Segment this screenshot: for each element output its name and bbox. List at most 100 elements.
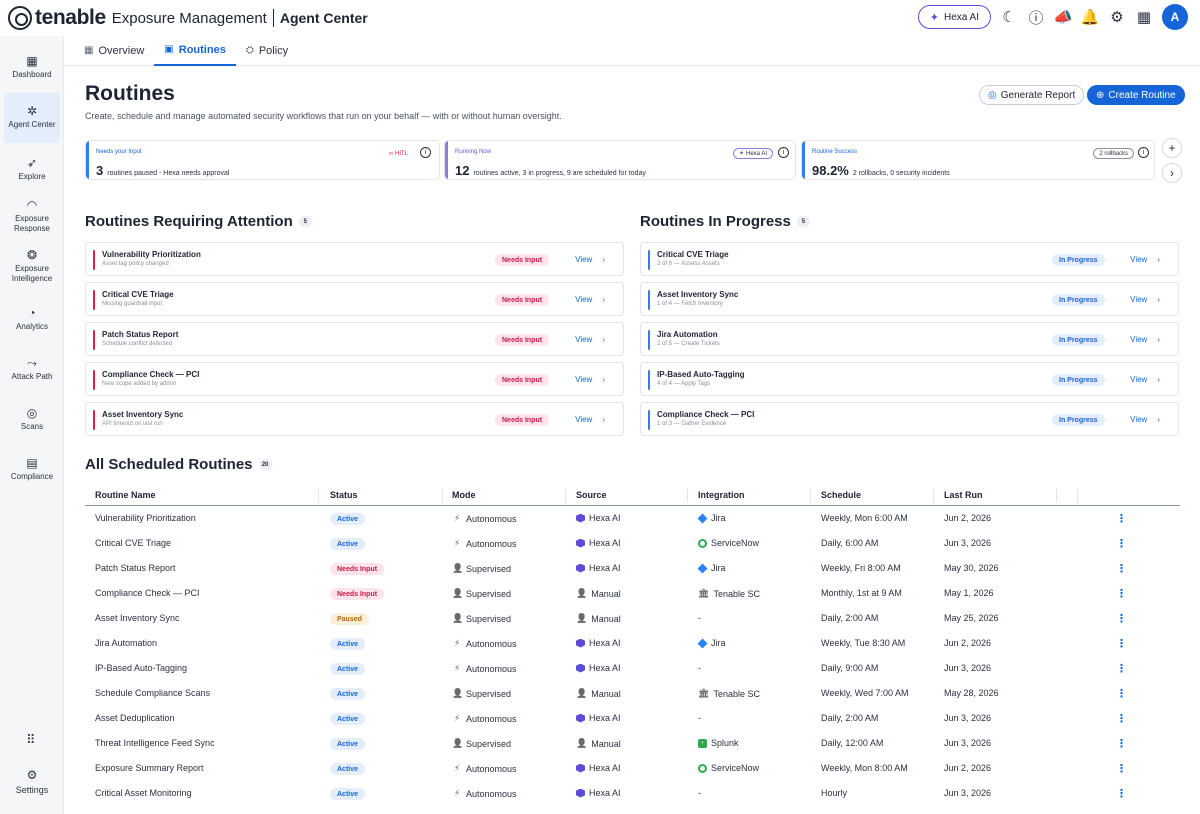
routine-name: IP-Based Auto-Tagging [95,663,188,673]
more-actions-icon[interactable]: ⋮ [1116,713,1127,725]
sidebar-item-label: Scans [20,422,44,431]
routine-card[interactable]: Critical CVE Triage Missing guardrail inp… [85,282,624,316]
sidebar-item-attack-path[interactable]: ⤳ Attack Path [4,352,60,388]
info-icon[interactable]: i [1138,147,1149,158]
routine-card[interactable]: Asset Inventory Sync API timeout on last … [85,402,624,436]
last-run-cell: Jun 2, 2026 [944,763,991,773]
routine-card[interactable]: Asset Inventory Sync 1 of 4 — Fetch Inven… [640,282,1179,316]
more-actions-icon[interactable]: ⋮ [1116,638,1127,650]
table-row[interactable]: Patch Status Report Needs Input 👤 Supervise… [85,556,1180,581]
view-link[interactable]: View › [575,375,605,384]
next-cards-button[interactable]: › [1162,163,1182,183]
info-icon[interactable]: i [778,147,789,158]
tab-routines[interactable]: ▣ Routines [154,36,236,66]
table-row[interactable]: Jira Automation Active ⚡ Autonomous Hexa AI J… [85,631,1180,656]
more-actions-icon[interactable]: ⋮ [1116,788,1127,800]
tab-policy[interactable]: ⛭ Policy [236,36,298,66]
view-link[interactable]: View › [1130,375,1160,384]
apps-grid-icon[interactable]: ⠿ [26,732,36,747]
avatar[interactable]: A [1162,4,1188,30]
status-badge: In Progress [1052,294,1105,306]
table-row[interactable]: Critical CVE Triage Active ⚡ Autonomous Hexa… [85,531,1180,556]
view-link[interactable]: View › [575,295,605,304]
table-row[interactable]: Threat Intelligence Feed Sync Active 👤 Supe… [85,731,1180,756]
gear-icon[interactable]: ⚙ [1110,9,1124,26]
routine-name: Critical CVE Triage [102,290,174,299]
table-row[interactable]: Schedule Compliance Scans Active 👤 Supervis… [85,681,1180,706]
routine-success-card[interactable]: Routine Success 2 rollbacks i 98.2% 2 ro… [801,140,1155,180]
sidebar-item-exposure-response[interactable]: ◠ Exposure Response [4,196,60,238]
intelligence-icon: ❂ [26,248,38,262]
sidebar-item-analytics[interactable]: ◔ Analytics [4,302,60,338]
more-actions-icon[interactable]: ⋮ [1116,613,1127,625]
column-header[interactable]: Integration [698,490,745,500]
routine-card[interactable]: Compliance Check — PCI 1 of 3 — Gather Ev… [640,402,1179,436]
integration-label: Splunk [711,738,739,748]
table-row[interactable]: Vulnerability Prioritization Active ⚡ Auton… [85,506,1180,531]
more-actions-icon[interactable]: ⋮ [1116,738,1127,750]
routine-name: Exposure Summary Report [95,763,204,773]
add-card-button[interactable]: + [1162,138,1182,158]
running-now-card[interactable]: Running Now ✦ Hexa AI i 12 routines acti… [444,140,796,180]
view-link[interactable]: View › [575,335,605,344]
routine-card[interactable]: Compliance Check — PCI New scope added by… [85,362,624,396]
integration-cell: Jira [697,563,726,573]
megaphone-icon[interactable]: 📣 [1053,9,1073,26]
more-actions-icon[interactable]: ⋮ [1116,663,1127,675]
column-header[interactable]: Schedule [821,490,862,500]
bell-icon[interactable]: 🔔 [1080,9,1100,26]
create-routine-button[interactable]: ⊕ Create Routine [1087,85,1185,105]
more-actions-icon[interactable]: ⋮ [1116,588,1127,600]
routine-card[interactable]: Vulnerability Prioritization Asset tag po… [85,242,624,276]
view-link[interactable]: View › [1130,415,1160,424]
routine-card[interactable]: IP-Based Auto-Tagging 4 of 4 — Apply Tags… [640,362,1179,396]
routine-card[interactable]: Critical CVE Triage 3 of 6 — Assess Asset… [640,242,1179,276]
column-divider [565,488,566,502]
sidebar-item-dashboard[interactable]: ▦ Dashboard [4,50,60,86]
more-actions-icon[interactable]: ⋮ [1116,763,1127,775]
chevron-right-icon: › [1157,375,1160,384]
sidebar-item-exposure-intelligence[interactable]: ❂ Exposure Intelligence [4,246,60,288]
generate-report-button[interactable]: ◎ Generate Report [979,85,1085,105]
view-link[interactable]: View › [1130,335,1160,344]
table-row[interactable]: Critical Asset Monitoring Active ⚡ Autonomo… [85,781,1180,806]
hexa-ai-button[interactable]: ✦ Hexa AI [917,5,991,29]
table-row[interactable]: IP-Based Auto-Tagging Active ⚡ Autonomous He… [85,656,1180,681]
needs-input-card[interactable]: Needs your Input ∞ HITL i 3 routines pau… [85,140,440,180]
integration-cell: - [698,663,701,673]
more-actions-icon[interactable]: ⋮ [1116,563,1127,575]
table-row[interactable]: Compliance Check — PCI Needs Input 👤 Superv… [85,581,1180,606]
column-header[interactable]: Status [330,490,358,500]
tab-overview[interactable]: ▦ Overview [74,36,154,66]
sidebar-item-compliance[interactable]: ▤ Compliance [4,452,60,488]
dark-mode-icon[interactable]: ☾ [1002,9,1016,26]
view-link[interactable]: View › [1130,295,1160,304]
status-badge: Active [330,763,366,775]
view-link[interactable]: View › [575,415,605,424]
view-link[interactable]: View › [1130,255,1160,264]
table-row[interactable]: Exposure Summary Report Active ⚡ Autonomous… [85,756,1180,781]
more-actions-icon[interactable]: ⋮ [1116,688,1127,700]
more-actions-icon[interactable]: ⋮ [1116,538,1127,550]
routine-card[interactable]: Patch Status Report Schedule conflict det… [85,322,624,356]
schedule-cell: Monthly, 1st at 9 AM [821,588,902,598]
column-header[interactable]: Source [576,490,607,500]
column-header[interactable]: Last Run [944,490,983,500]
view-link[interactable]: View › [575,255,605,264]
column-header[interactable]: Mode [452,490,476,500]
tenable-logo[interactable]: tenable [8,6,106,30]
sidebar-item-scans[interactable]: ◎ Scans [4,402,60,438]
sidebar-item-explore[interactable]: ➶ Explore [4,149,60,191]
sidebar-item-settings[interactable]: ⚙ Settings [4,768,60,795]
info-icon[interactable]: i [420,147,431,158]
routine-detail: Schedule conflict detected [102,341,173,347]
column-header[interactable]: Routine Name [95,490,156,500]
routine-card[interactable]: Jira Automation 2 of 5 — Create Tickets In… [640,322,1179,356]
table-row[interactable]: Asset Inventory Sync Paused 👤 Supervised 👤 Ma… [85,606,1180,631]
mode-cell: ⚡ Autonomous [452,713,517,724]
apps-grid-icon[interactable]: ▦ [1136,9,1152,26]
more-actions-icon[interactable]: ⋮ [1116,513,1127,525]
help-icon[interactable]: ⓘ [1028,9,1044,27]
table-row[interactable]: Asset Deduplication Active ⚡ Autonomous Hexa… [85,706,1180,731]
sidebar-item-agent-center[interactable]: ✲ Agent Center [4,93,60,143]
